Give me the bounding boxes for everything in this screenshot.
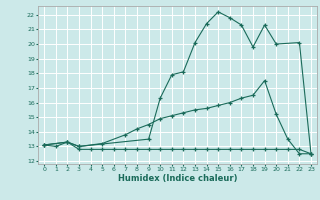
X-axis label: Humidex (Indice chaleur): Humidex (Indice chaleur) (118, 174, 237, 183)
